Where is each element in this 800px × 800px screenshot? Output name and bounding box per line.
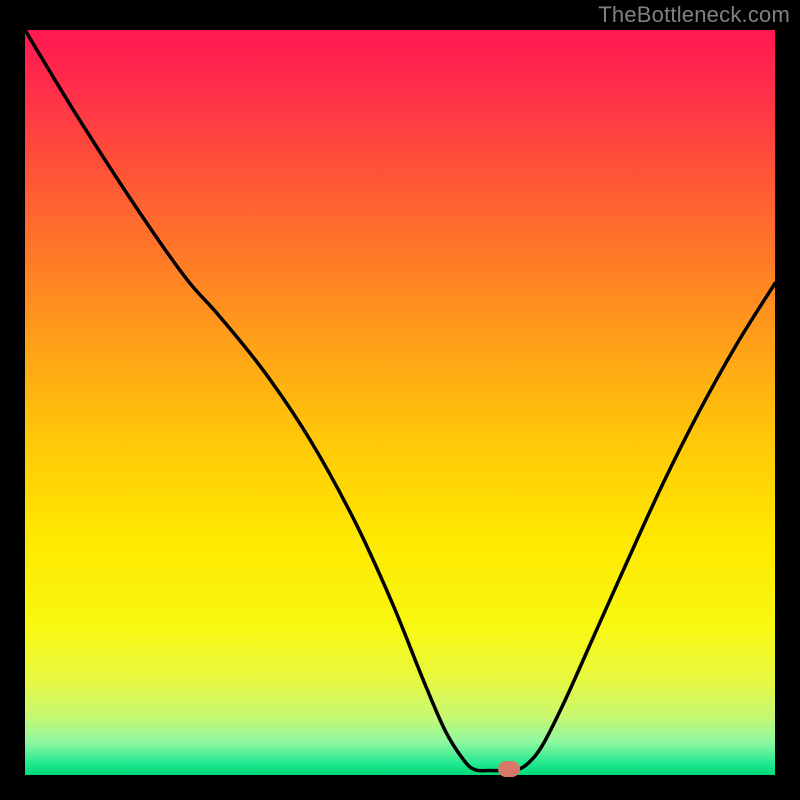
plot-area <box>25 30 775 775</box>
chart-svg <box>25 30 775 775</box>
gradient-background <box>25 30 775 775</box>
optimal-point-marker <box>498 761 520 777</box>
watermark-text: TheBottleneck.com <box>598 2 790 28</box>
